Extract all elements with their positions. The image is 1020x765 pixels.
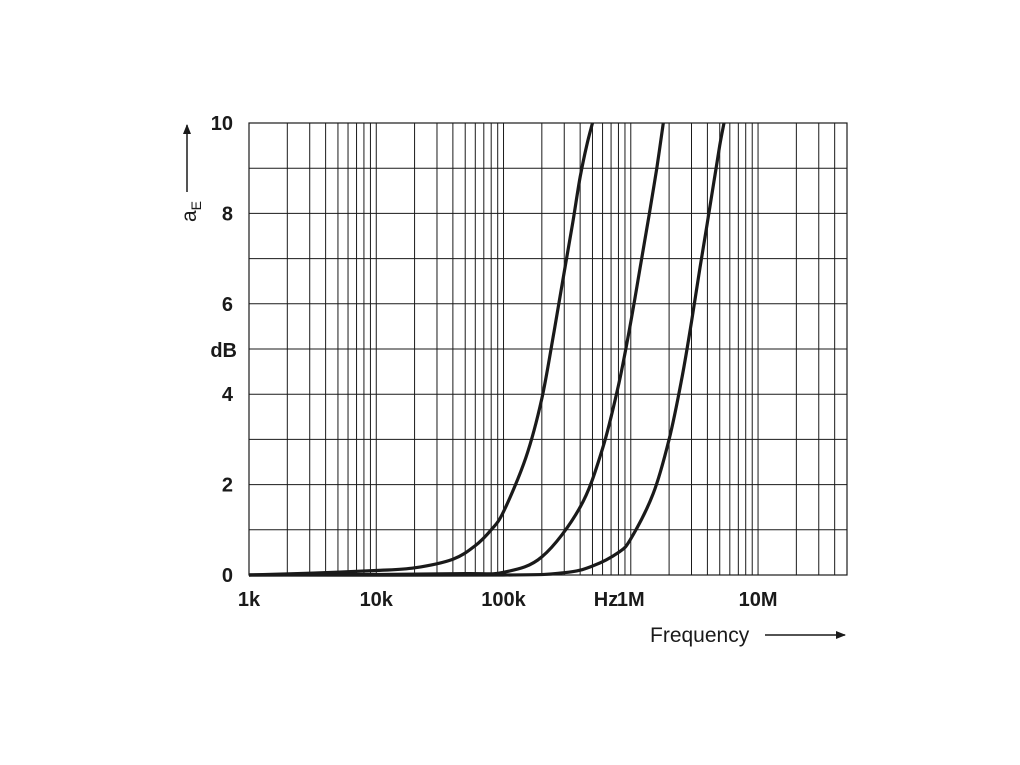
y-axis-title: aE xyxy=(178,201,204,222)
x-tick-label: 1k xyxy=(238,589,261,611)
x-tick-label: 100k xyxy=(481,589,526,611)
x-unit-label: Hz xyxy=(594,589,618,611)
y-tick-label: 8 xyxy=(222,203,233,225)
y-tick-label: 10 xyxy=(211,113,233,135)
y-tick-label: 0 xyxy=(222,565,233,587)
series-line-3 xyxy=(248,122,726,577)
x-tick-label: 1M xyxy=(617,589,645,611)
y-unit-label: dB xyxy=(210,340,237,362)
y-tick-label: 6 xyxy=(222,294,233,316)
y-axis-label: a xyxy=(178,210,201,222)
x-tick-label: 10k xyxy=(360,589,394,611)
svg-text:aE: aE xyxy=(178,201,204,222)
x-tick-label: 10M xyxy=(739,589,778,611)
series-line-1 xyxy=(248,122,595,577)
y-tick-label: 4 xyxy=(222,384,234,406)
y-tick-label: 2 xyxy=(222,475,233,497)
x-axis-label: Frequency xyxy=(650,624,750,647)
y-axis-label-subscript: E xyxy=(188,201,204,210)
